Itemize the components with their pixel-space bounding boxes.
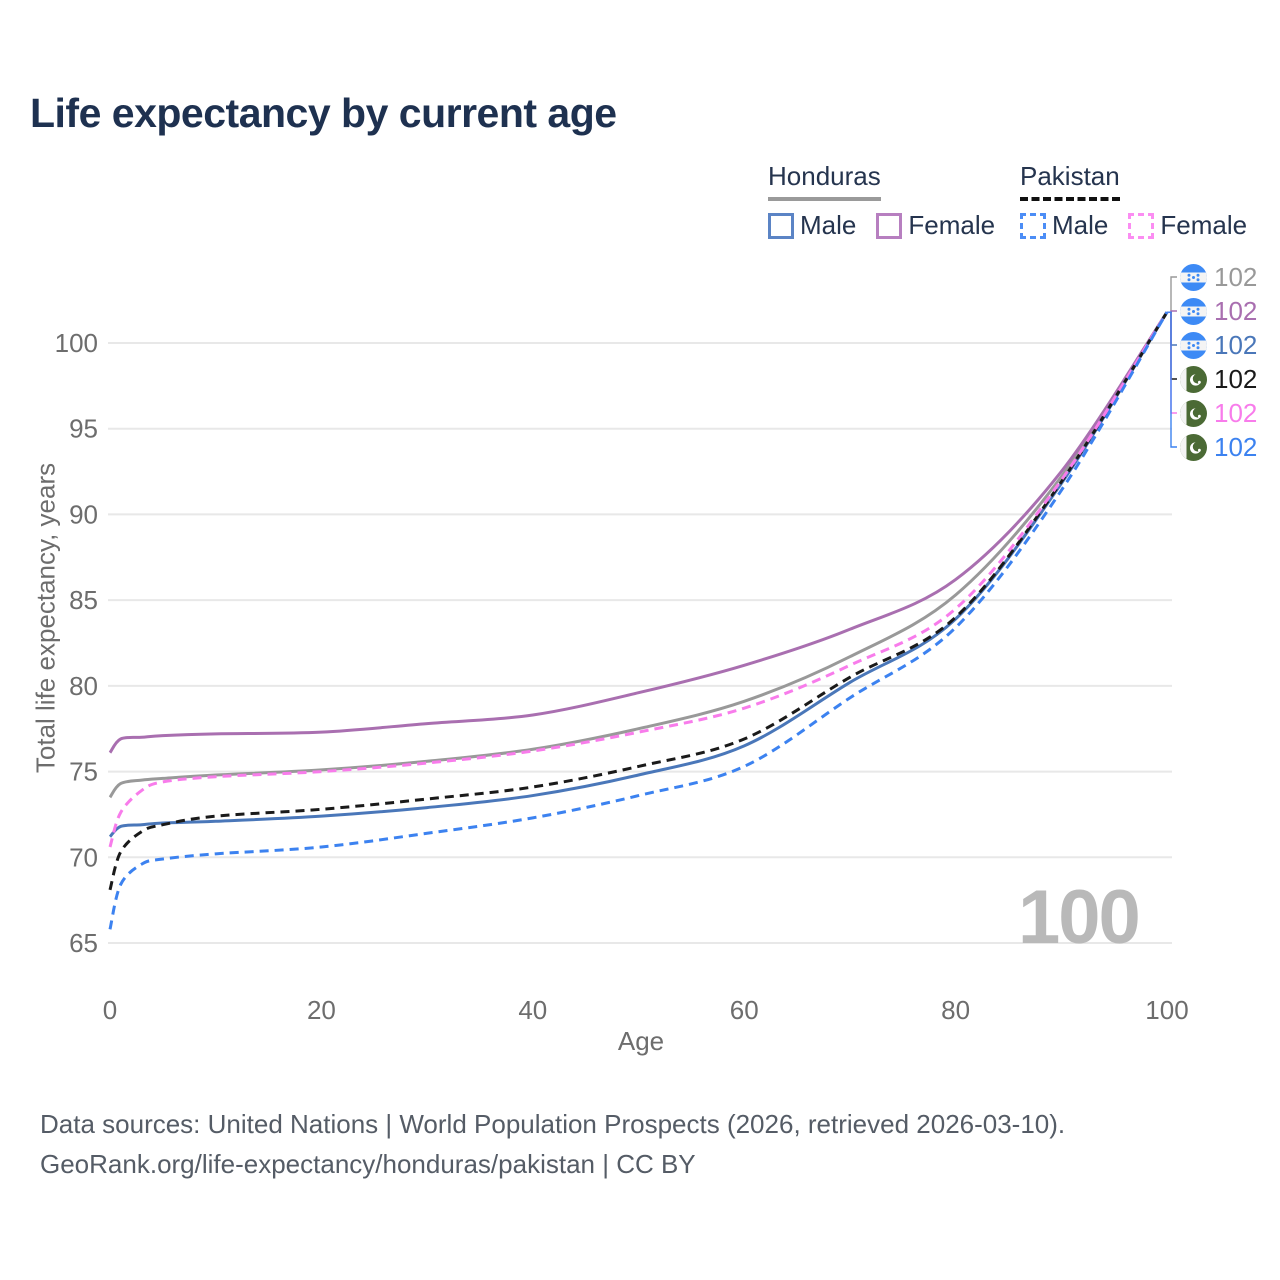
end-label-row-pakistan-4: 102 — [1180, 397, 1258, 428]
legend-group-pakistan: Pakistan Male Female — [1020, 161, 1267, 241]
end-label-row-pakistan-5: 102 — [1180, 431, 1258, 462]
x-tick-label: 40 — [518, 995, 547, 1025]
legend-header-honduras[interactable]: Honduras — [768, 161, 881, 201]
line-pakistan-male — [108, 311, 1169, 930]
legend-label: Male — [1052, 210, 1109, 240]
end-label-value: 102 — [1214, 397, 1258, 428]
y-tick-label: 65 — [69, 928, 98, 958]
end-label-leader-line — [1167, 311, 1177, 414]
legend-item-honduras-female[interactable]: Female — [876, 210, 995, 241]
legend-item-pakistan-male[interactable]: Male — [1020, 210, 1108, 241]
footer-attribution: GeoRank.org/life-expectancy/honduras/pak… — [40, 1149, 696, 1179]
end-label-row-pakistan-3: 102 — [1180, 363, 1258, 394]
pakistan-flag-icon — [1180, 433, 1207, 461]
chart-title: Life expectancy by current age — [30, 90, 617, 136]
line-honduras-female — [108, 311, 1169, 754]
y-tick-label: 75 — [69, 757, 98, 787]
x-tick-label: 80 — [941, 995, 970, 1025]
y-tick-label: 70 — [69, 842, 98, 872]
y-tick-label: 90 — [69, 499, 98, 529]
legend-group-honduras: Honduras Male Female — [768, 161, 1015, 241]
footer-data-sources: Data sources: United Nations | World Pop… — [40, 1109, 1066, 1139]
end-label-value: 102 — [1214, 329, 1258, 360]
line-honduras-both — [108, 311, 1169, 799]
x-axis-title: Age — [617, 1026, 665, 1056]
legend-header-pakistan[interactable]: Pakistan — [1020, 161, 1120, 201]
x-tick-label: 0 — [103, 995, 117, 1025]
honduras-female-swatch-icon — [876, 212, 903, 239]
end-label-leader-line — [1167, 311, 1177, 346]
y-tick-label: 95 — [69, 414, 98, 444]
honduras-flag-icon — [1180, 331, 1207, 359]
end-label-row-honduras-1: 102 — [1180, 295, 1258, 326]
end-label-row-honduras-2: 102 — [1180, 329, 1258, 360]
end-label-value: 102 — [1214, 261, 1258, 292]
y-tick-label: 85 — [69, 585, 98, 615]
legend-item-honduras-male[interactable]: Male — [768, 210, 856, 241]
end-label-row-honduras-0: 102 — [1180, 261, 1258, 292]
hovered-age-watermark: 100 — [1018, 875, 1141, 960]
y-tick-label: 80 — [69, 671, 98, 701]
footer: Data sources: United Nations | World Pop… — [40, 1104, 1065, 1184]
pakistan-male-swatch-icon — [1020, 212, 1046, 239]
legend-item-pakistan-female[interactable]: Female — [1128, 210, 1247, 241]
x-tick-label: 20 — [307, 995, 336, 1025]
pakistan-flag-icon — [1180, 399, 1207, 427]
x-tick-label: 60 — [730, 995, 759, 1025]
honduras-male-swatch-icon — [768, 212, 794, 239]
x-tick-label: 100 — [1145, 995, 1188, 1025]
y-axis-title: Total life expectancy, years — [30, 462, 61, 774]
end-label-leader-line — [1167, 311, 1177, 448]
end-label-value: 102 — [1214, 431, 1258, 462]
end-label-leader-line — [1167, 276, 1177, 313]
honduras-flag-icon — [1180, 297, 1207, 325]
legend-label: Male — [800, 210, 857, 240]
legend-items-honduras: Male Female — [768, 210, 1015, 241]
legend-items-pakistan: Male Female — [1020, 210, 1267, 241]
pakistan-female-swatch-icon — [1128, 212, 1155, 239]
end-label-value: 102 — [1214, 295, 1258, 326]
line-honduras-male — [108, 311, 1169, 838]
legend-label: Female — [1160, 210, 1248, 240]
line-pakistan-female — [108, 311, 1169, 848]
legend-label: Female — [908, 210, 996, 240]
honduras-flag-icon — [1180, 263, 1207, 291]
pakistan-flag-icon — [1180, 365, 1207, 393]
end-label-value: 102 — [1214, 363, 1258, 394]
y-tick-label: 100 — [55, 328, 98, 358]
